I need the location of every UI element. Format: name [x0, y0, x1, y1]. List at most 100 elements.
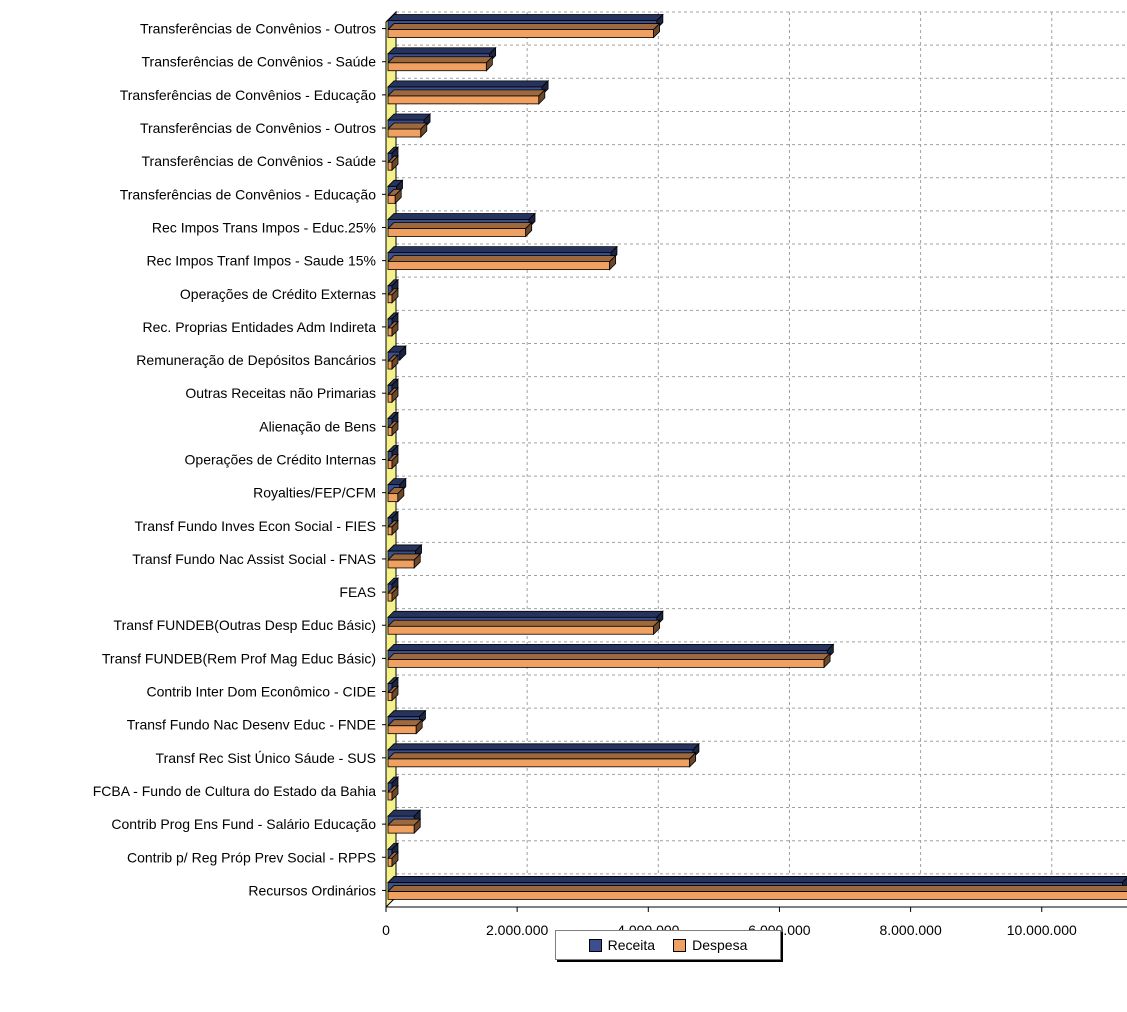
bar-front [387, 791, 393, 801]
category-label: Contrib Prog Ens Fund - Salário Educação [111, 816, 376, 832]
category-label: Contrib Inter Dom Econômico - CIDE [146, 684, 376, 700]
x-tick-label: 10.000.000 [1007, 922, 1077, 938]
bar-front [387, 426, 393, 436]
bar-front [387, 228, 527, 237]
category-label: Transferências de Convênios - Saúde [142, 54, 377, 70]
bar-despesa [387, 320, 399, 337]
axis-layer [385, 10, 1127, 909]
bar-front [387, 95, 540, 105]
x-tick-label: 8.000.000 [879, 922, 941, 938]
bar-front [387, 29, 654, 38]
category-labels: Transferências de Convênios - Outros Tran… [93, 21, 386, 898]
bar-front [387, 758, 691, 768]
bar-despesa [387, 122, 428, 138]
bar-side [397, 486, 405, 503]
category-label: Outras Receitas não Primarias [185, 385, 376, 401]
bar-front [387, 294, 393, 304]
bar-despesa [387, 254, 617, 271]
bar-despesa [387, 851, 399, 868]
bar-top [387, 222, 533, 229]
category-label: Operações de Crédito Externas [180, 286, 376, 302]
legend-label-receita: Receita [607, 937, 656, 953]
bar-front [387, 891, 1127, 900]
bar-side [391, 287, 399, 304]
bar-top [387, 113, 432, 121]
category-label: FCBA - Fundo de Cultura do Estado da Bah… [93, 783, 376, 799]
bar-side [485, 55, 493, 72]
x-tick-label: 0 [382, 922, 390, 938]
bar-top [387, 610, 664, 618]
bar-despesa [387, 685, 399, 702]
bar-despesa [387, 652, 832, 669]
category-label: Transf FUNDEB(Rem Prof Mag Educ Básic) [102, 650, 376, 666]
bar-side [525, 221, 533, 238]
bar-side [653, 619, 660, 636]
bar-front [387, 725, 417, 735]
bar-despesa [387, 552, 422, 569]
bar-top [387, 619, 661, 627]
grid-layer [395, 11, 1127, 908]
bar-side [391, 453, 399, 470]
category-label: Transf Rec Sist Único Sáude - SUS [156, 750, 376, 766]
bar-front [387, 493, 399, 503]
category-label: Rec Impos Trans Impos - Educ.25% [152, 219, 376, 235]
bar-top [387, 122, 428, 130]
category-label: Transf Fundo Nac Desenv Educ - FNDE [127, 717, 376, 733]
bar-despesa [387, 885, 1127, 900]
bar-top [387, 80, 550, 88]
bar-front [387, 857, 393, 867]
bar-despesa [387, 221, 533, 238]
bar-side [609, 254, 617, 271]
bar-top [387, 56, 494, 64]
bar-front [387, 261, 611, 271]
bar-despesa [387, 586, 399, 603]
bar-top [387, 885, 1127, 892]
category-label: Recursos Ordinários [248, 882, 376, 898]
bar-despesa [387, 22, 661, 39]
category-label: Transf FUNDEB(Outras Desp Educ Básic) [114, 617, 376, 633]
bar-front [387, 658, 825, 668]
legend: Receita Despesa [555, 930, 781, 960]
category-label: Transferências de Convênios - Educação [120, 186, 377, 202]
bar-despesa [387, 619, 661, 636]
legend-label-despesa: Despesa [692, 937, 748, 953]
bar-top [387, 652, 832, 660]
category-label: Transferências de Convênios - Outros [140, 120, 376, 136]
bar-side [420, 122, 428, 138]
bar-front [387, 824, 415, 834]
category-label: Contrib p/ Reg Próp Prev Social - RPPS [127, 849, 376, 865]
bar-side [689, 751, 697, 768]
category-label: Transf Fundo Nac Assist Social - FNAS [132, 551, 376, 567]
bar-despesa [387, 718, 424, 735]
bar-side [391, 586, 399, 603]
bar-despesa [387, 420, 399, 437]
bar-front [387, 592, 393, 602]
bar-despesa [387, 785, 399, 801]
category-label: Transferências de Convênios - Saúde [142, 153, 377, 169]
bar-despesa [387, 453, 399, 470]
bar-side [391, 785, 399, 801]
bar-despesa [387, 55, 494, 72]
x-tick-label: 2.000.000 [486, 922, 548, 938]
bar-top [387, 743, 700, 751]
category-label: Rec. Proprias Entidades Adm Indireta [143, 319, 377, 335]
bar-side [413, 552, 421, 569]
bar-front [387, 393, 393, 403]
bar-despesa [387, 486, 405, 503]
bar-side [391, 320, 399, 337]
bar-layer [387, 13, 1127, 900]
bar-despesa [387, 519, 399, 536]
bar-top [387, 23, 661, 30]
bar-front [387, 625, 654, 635]
bar-front [387, 692, 393, 701]
bar-side [391, 155, 399, 172]
bar-despesa [387, 287, 399, 304]
bar-front [387, 559, 415, 569]
bar-side [823, 652, 831, 669]
category-label: Rec Impos Tranf Impos - Saude 15% [146, 253, 376, 269]
bar-front [387, 161, 393, 171]
bar-front [387, 526, 393, 536]
legend-item-receita: Receita [588, 937, 656, 953]
bar-top [387, 246, 618, 254]
